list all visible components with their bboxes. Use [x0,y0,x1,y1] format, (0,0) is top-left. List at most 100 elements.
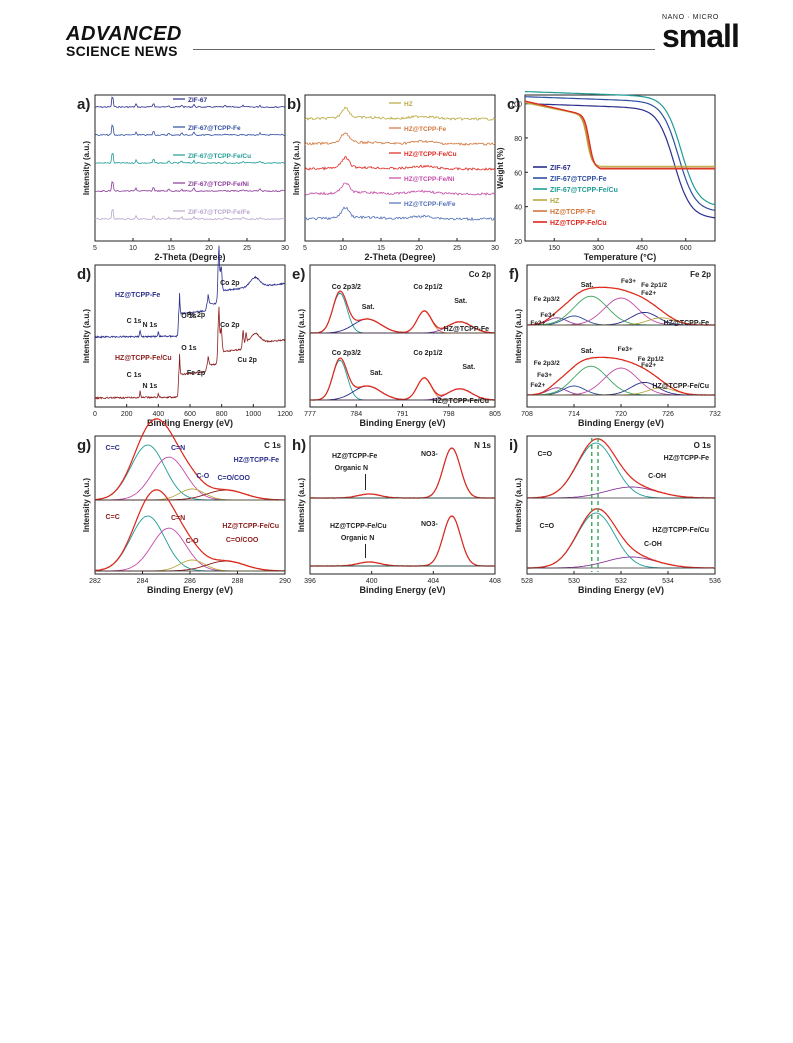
panel-frame [304,94,496,242]
peak-label: Fe3+ [537,372,552,379]
series-label: HZ@TCPP-Fe/Cu [115,355,172,362]
x-tick-label: 200 [121,411,133,418]
y-axis-label: Intensity (a.u.) [82,309,91,364]
series-line [524,100,715,170]
peak-label: Fe2+ [530,382,545,389]
x-tick-label: 777 [304,411,316,418]
series-line [304,182,496,196]
x-tick-label: 25 [243,245,251,252]
journal-prefix: NANO · MICRO [662,14,719,21]
x-tick-label: 282 [89,578,101,585]
x-tick-label: 720 [615,411,627,418]
x-tick-label: 10 [339,245,347,252]
panel-frame [309,435,496,575]
x-tick-label: 25 [453,245,461,252]
y-axis-label: Weight (%) [496,147,505,189]
x-axis-label: Temperature (°C) [584,252,656,262]
peak-label: C=O/COO [217,475,250,482]
peak-label: C=C [106,445,120,452]
x-tick-label: 15 [377,245,385,252]
x-tick-label: 536 [709,578,721,585]
legend-label: ZIF-67@TCPP-Fe/Cu [188,153,251,160]
peak-label: Organic N [335,465,368,472]
fit-envelope [94,489,285,572]
panel-corner-label: Co 2p [469,270,491,279]
peak-label: C=O [540,523,555,530]
fit-component [527,367,715,396]
legend-label: ZIF-67@TCPP-Fe/Ni [188,181,249,188]
legend-label: HZ@TCPP-Fe [404,126,446,133]
series-label: HZ@TCPP-Fe [664,455,709,462]
y-axis-label: Intensity (a.u.) [514,478,523,533]
journal-name: small [662,18,740,54]
panel-frame [94,94,286,242]
x-tick-label: 20 [205,245,213,252]
x-tick-label: 530 [568,578,580,585]
legend-label: HZ@TCPP-Fe [550,209,595,216]
x-tick-label: 600 [184,411,196,418]
legend-label: ZIF-67@TCPP-Fe [550,176,607,183]
series-label: HZ@TCPP-Fe [444,326,489,333]
series-label: HZ@TCPP-Fe/Cu [652,527,709,534]
series-label: HZ@TCPP-Fe/Cu [652,383,709,390]
x-tick-label: 532 [615,578,627,585]
x-tick-label: 528 [521,578,533,585]
peak-label: Sat. [454,298,467,305]
x-axis-label: Binding Energy (eV) [147,418,233,428]
x-tick-label: 20 [415,245,423,252]
peak-label: Cu 2p [238,357,257,364]
x-tick-label: 1000 [246,411,262,418]
x-tick-label: 5 [303,245,307,252]
peak-label: C-O [196,473,209,480]
x-tick-label: 30 [281,245,289,252]
y-axis-label: Intensity (a.u.) [297,478,306,533]
legend-label: ZIF-67 [550,165,571,172]
x-tick-label: 798 [443,411,455,418]
legend-label: ZIF-67 [188,97,208,104]
series-line [94,208,286,221]
series-line [524,102,715,167]
x-tick-label: 400 [366,578,378,585]
fit-component [527,512,715,569]
peak-label: N 1s [143,383,158,390]
series-label: HZ@TCPP-Fe/Cu [432,398,489,405]
y-axis-label: Intensity (a.u.) [82,141,91,196]
x-tick-label: 15 [167,245,175,252]
x-tick-label: 805 [489,411,501,418]
x-tick-label: 408 [489,578,501,585]
panel-letter: h) [292,437,306,454]
fit-envelope [310,290,496,334]
peak-label: Fe3+ [618,346,633,353]
peak-label: Sat. [370,370,383,377]
peak-label: NO3- [421,451,438,458]
legend-label: HZ [404,101,413,108]
legend-label: ZIF-67@TCPP-Fe [188,125,241,132]
fit-envelope [310,357,496,401]
series-line [524,96,716,211]
fit-envelope [527,438,715,499]
series-line [525,91,716,206]
fit-envelope [527,286,715,326]
x-axis-label: 2-Theta (Degree) [364,252,435,262]
x-axis-label: Binding Energy (eV) [147,585,233,595]
panel-corner-label: Fe 2p [690,270,711,279]
panel-letter: a) [77,96,90,113]
series-line [94,245,286,339]
x-tick-label: 708 [521,411,533,418]
x-tick-label: 10 [129,245,137,252]
peak-label: N 1s [143,322,158,329]
legend-label: HZ@TCPP-Fe/Cu [550,220,607,227]
fit-component [310,377,494,401]
peak-label: C 1s [127,318,142,325]
x-tick-label: 732 [709,411,721,418]
y-axis-label: Intensity (a.u.) [297,309,306,364]
peak-label: Co 2p [220,280,239,287]
y-tick-label: 40 [514,205,522,212]
y-axis-label: Intensity (a.u.) [292,141,301,196]
peak-label: C-OH [644,541,662,548]
peak-label: Fe 2p3/2 [534,360,560,367]
panel-letter: i) [509,437,518,454]
series-line [94,96,286,109]
y-tick-label: 20 [514,239,522,246]
